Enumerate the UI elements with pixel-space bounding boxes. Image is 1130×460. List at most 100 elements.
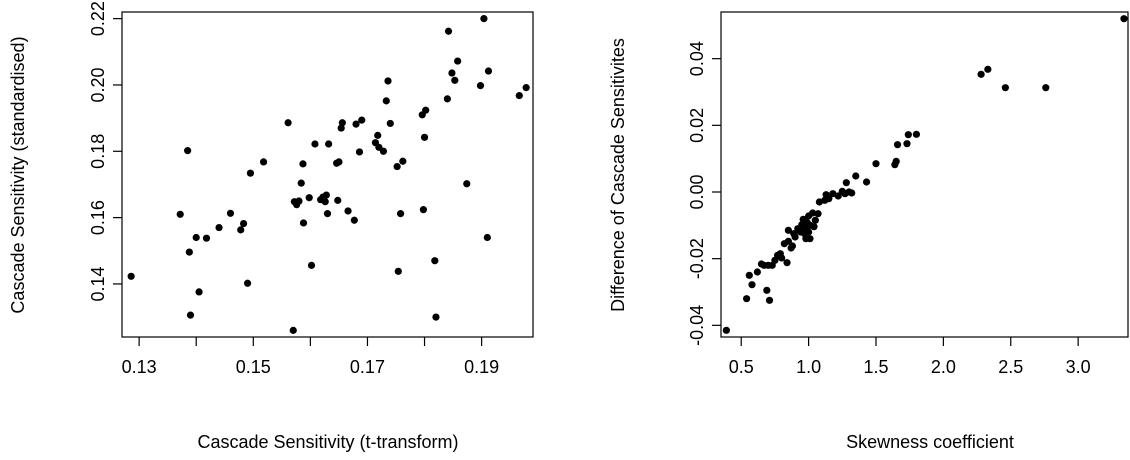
right-x-tick-label: 2.5 — [998, 357, 1023, 377]
right-scatter-point — [829, 190, 837, 198]
right-scatter-point — [852, 172, 860, 180]
left-scatter-point — [297, 179, 305, 187]
right-x-tick-label: 3.0 — [1066, 357, 1091, 377]
right-y-axis-label: Difference of Cascade Sensitivites — [608, 38, 628, 312]
left-y-axis-label: Cascade Sensitivity (standardised) — [8, 36, 28, 313]
left-scatter-point — [463, 180, 471, 188]
left-scatter-point — [215, 223, 223, 232]
right-scatter-point — [784, 237, 792, 245]
left-x-tick-label: 0.15 — [236, 357, 271, 377]
right-scatter-point — [809, 209, 817, 217]
left-scatter-point — [289, 326, 297, 334]
left-scatter-point — [325, 140, 333, 148]
left-scatter-point — [305, 194, 313, 202]
right-scatter-point — [977, 70, 985, 78]
right-scatter-point — [765, 296, 774, 304]
right-scatter-point — [753, 268, 761, 276]
left-x-axis-label: Cascade Sensitivity (t-transform) — [197, 432, 458, 452]
left-plot-frame — [121, 11, 534, 338]
left-scatter-point — [176, 210, 184, 218]
left-scatter-point — [444, 27, 453, 35]
right-x-axis-label: Skewness coefficient — [846, 432, 1014, 452]
right-scatter-point — [745, 271, 753, 279]
right-scatter-point — [912, 130, 921, 138]
left-scatter-point — [259, 158, 268, 166]
left-scatter-point — [422, 106, 430, 114]
right-scatter-point — [788, 242, 797, 250]
left-scatter-point — [393, 162, 401, 171]
left-x-axis: 0.13 0.15 0.17 0.19 — [122, 337, 499, 377]
right-scatter-point — [1120, 15, 1128, 23]
left-scatter-point — [299, 219, 308, 227]
left-scatter-point — [394, 267, 402, 275]
right-scatter-point — [848, 189, 856, 197]
right-scatter-points — [722, 15, 1128, 334]
right-scatter-point — [862, 178, 871, 186]
left-scatter-point — [295, 197, 303, 205]
right-scatter-point — [825, 195, 833, 203]
left-scatter-point — [195, 288, 203, 296]
left-scatter-point — [334, 196, 342, 204]
left-scatter-point — [432, 313, 440, 321]
left-x-tick-label: 0.17 — [350, 357, 385, 377]
left-scatter-point — [338, 119, 346, 127]
left-scatter-point — [311, 140, 319, 148]
right-scatter-point — [814, 210, 822, 218]
left-scatter-point — [431, 257, 439, 265]
right-scatter-point — [892, 157, 900, 165]
right-y-tick-label: 0.04 — [687, 41, 707, 76]
left-scatter-point — [443, 95, 451, 103]
left-scatter-point — [350, 216, 358, 224]
right-scatter-point — [842, 179, 850, 187]
right-scatter-point — [811, 216, 819, 224]
left-scatter-point — [352, 120, 360, 128]
left-scatter-point — [396, 210, 405, 218]
right-y-tick-label: -0.04 — [687, 305, 707, 346]
left-scatter-point — [307, 261, 316, 269]
left-scatter-point — [420, 133, 429, 141]
right-x-tick-label: 1.0 — [796, 357, 821, 377]
right-x-axis: 0.5 1.0 1.5 2.0 2.5 3.0 — [729, 337, 1091, 377]
left-scatter-point — [185, 248, 193, 256]
left-scatter-point — [448, 69, 456, 77]
left-scatter-point — [399, 157, 407, 165]
left-scatter-point — [321, 198, 329, 206]
right-scatter-point — [893, 141, 902, 149]
left-scatter-point — [379, 147, 388, 155]
right-scatter-point — [763, 286, 771, 294]
right-x-tick-label: 0.5 — [729, 357, 754, 377]
left-scatter-point — [386, 119, 394, 128]
left-scatter-points — [127, 15, 530, 334]
right-y-tick-label: 0.02 — [687, 108, 707, 143]
right-y-tick-label: 0.00 — [687, 174, 707, 209]
left-scatter-point — [186, 311, 195, 319]
right-scatter-point — [903, 140, 911, 148]
left-scatter-point — [184, 147, 192, 155]
right-scatter-point — [1042, 84, 1050, 92]
left-scatter-point — [335, 158, 343, 166]
left-x-tick-label: 0.19 — [464, 357, 499, 377]
left-scatter-point — [284, 119, 292, 127]
left-scatter-point — [454, 57, 462, 65]
left-y-tick-label: 0.20 — [88, 67, 108, 102]
left-scatter-point — [237, 226, 245, 234]
left-y-axis: 0.14 0.16 0.18 0.20 0.22 — [88, 1, 122, 301]
right-scatter-point — [834, 192, 842, 200]
left-scatter-point — [515, 91, 523, 100]
right-scatter-point — [806, 235, 814, 243]
left-scatter-point — [246, 169, 255, 177]
left-scatter-point — [419, 206, 427, 214]
left-scatter-point — [374, 131, 382, 139]
left-scatter-point — [239, 219, 248, 228]
left-scatter-point — [299, 160, 307, 168]
right-scatter-point — [783, 259, 791, 267]
right-scatter-point — [722, 326, 730, 334]
right-scatter-point — [748, 281, 756, 289]
right-scatter-point — [810, 223, 818, 231]
left-scatter-point — [358, 116, 366, 124]
left-scatter-point — [522, 84, 530, 92]
right-plot-frame — [720, 11, 1129, 338]
left-scatter-chart: 0.13 0.15 0.17 0.19 0.14 0.16 0.18 0.20 0.22 Ca… — [8, 1, 534, 452]
left-y-tick-label: 0.18 — [88, 134, 108, 169]
